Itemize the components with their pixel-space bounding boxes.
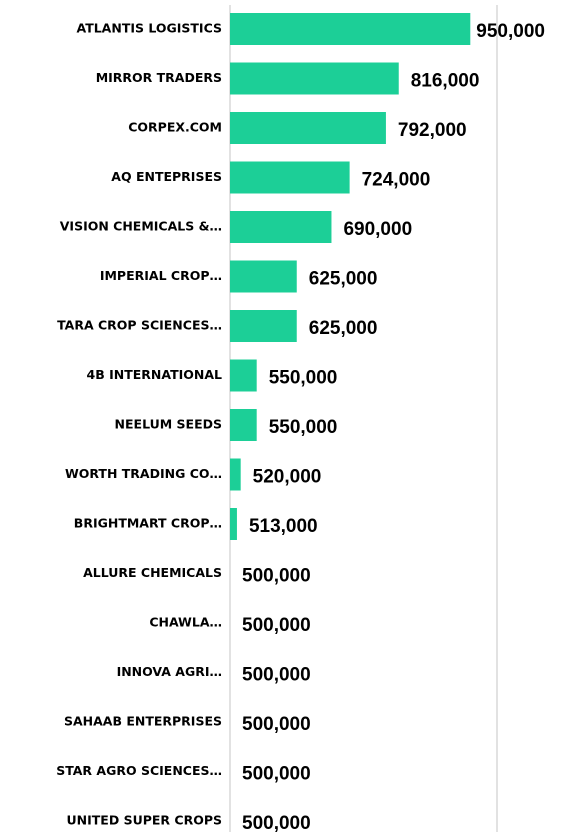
value-label: 724,000 bbox=[362, 170, 431, 191]
category-label: IMPERIAL CROP… bbox=[100, 268, 222, 283]
value-label: 500,000 bbox=[242, 615, 311, 636]
value-label: 792,000 bbox=[398, 120, 467, 141]
category-label: INNOVA AGRI… bbox=[117, 664, 222, 679]
bar bbox=[230, 112, 386, 144]
category-label: CHAWLA… bbox=[149, 615, 222, 630]
category-label: MIRROR TRADERS bbox=[96, 70, 222, 85]
category-label: VISION CHEMICALS &… bbox=[60, 219, 222, 234]
bar bbox=[230, 359, 257, 392]
value-label: 520,000 bbox=[253, 467, 322, 488]
value-label: 500,000 bbox=[242, 813, 311, 832]
bar bbox=[230, 409, 257, 441]
category-label: AQ ENTEPRISES bbox=[111, 169, 222, 184]
bar bbox=[230, 458, 241, 491]
bar bbox=[230, 13, 471, 45]
category-label: NEELUM SEEDS bbox=[115, 417, 222, 432]
category-label: ALLURE CHEMICALS bbox=[83, 565, 222, 580]
value-label: 500,000 bbox=[242, 665, 311, 686]
category-label: UNITED SUPER CROPS bbox=[67, 813, 222, 828]
bar bbox=[230, 508, 237, 540]
category-label: SAHAAB ENTERPRISES bbox=[64, 714, 222, 729]
value-label: 625,000 bbox=[309, 318, 378, 339]
category-label: 4B INTERNATIONAL bbox=[87, 367, 222, 382]
value-label: 550,000 bbox=[269, 417, 338, 438]
value-label: 500,000 bbox=[242, 566, 311, 587]
value-label: 625,000 bbox=[309, 269, 378, 290]
value-label: 500,000 bbox=[242, 714, 311, 735]
category-label: CORPEX.COM bbox=[128, 120, 222, 135]
category-label: ATLANTIS LOGISTICS bbox=[76, 21, 222, 36]
value-label: 950,000 bbox=[476, 21, 545, 42]
bar bbox=[230, 211, 332, 243]
category-label: TARA CROP SCIENCES… bbox=[57, 318, 222, 333]
value-label: 500,000 bbox=[242, 764, 311, 785]
category-label: WORTH TRADING CO… bbox=[65, 466, 222, 481]
value-label: 816,000 bbox=[411, 71, 480, 92]
value-label: 550,000 bbox=[269, 368, 338, 389]
bar bbox=[230, 62, 399, 95]
bar bbox=[230, 161, 350, 194]
bar bbox=[230, 260, 297, 293]
value-label: 513,000 bbox=[249, 516, 318, 537]
value-label: 690,000 bbox=[343, 219, 412, 240]
category-label: BRIGHTMART CROP… bbox=[74, 516, 222, 531]
category-label: STAR AGRO SCIENCES… bbox=[56, 763, 222, 778]
bar bbox=[230, 310, 297, 342]
